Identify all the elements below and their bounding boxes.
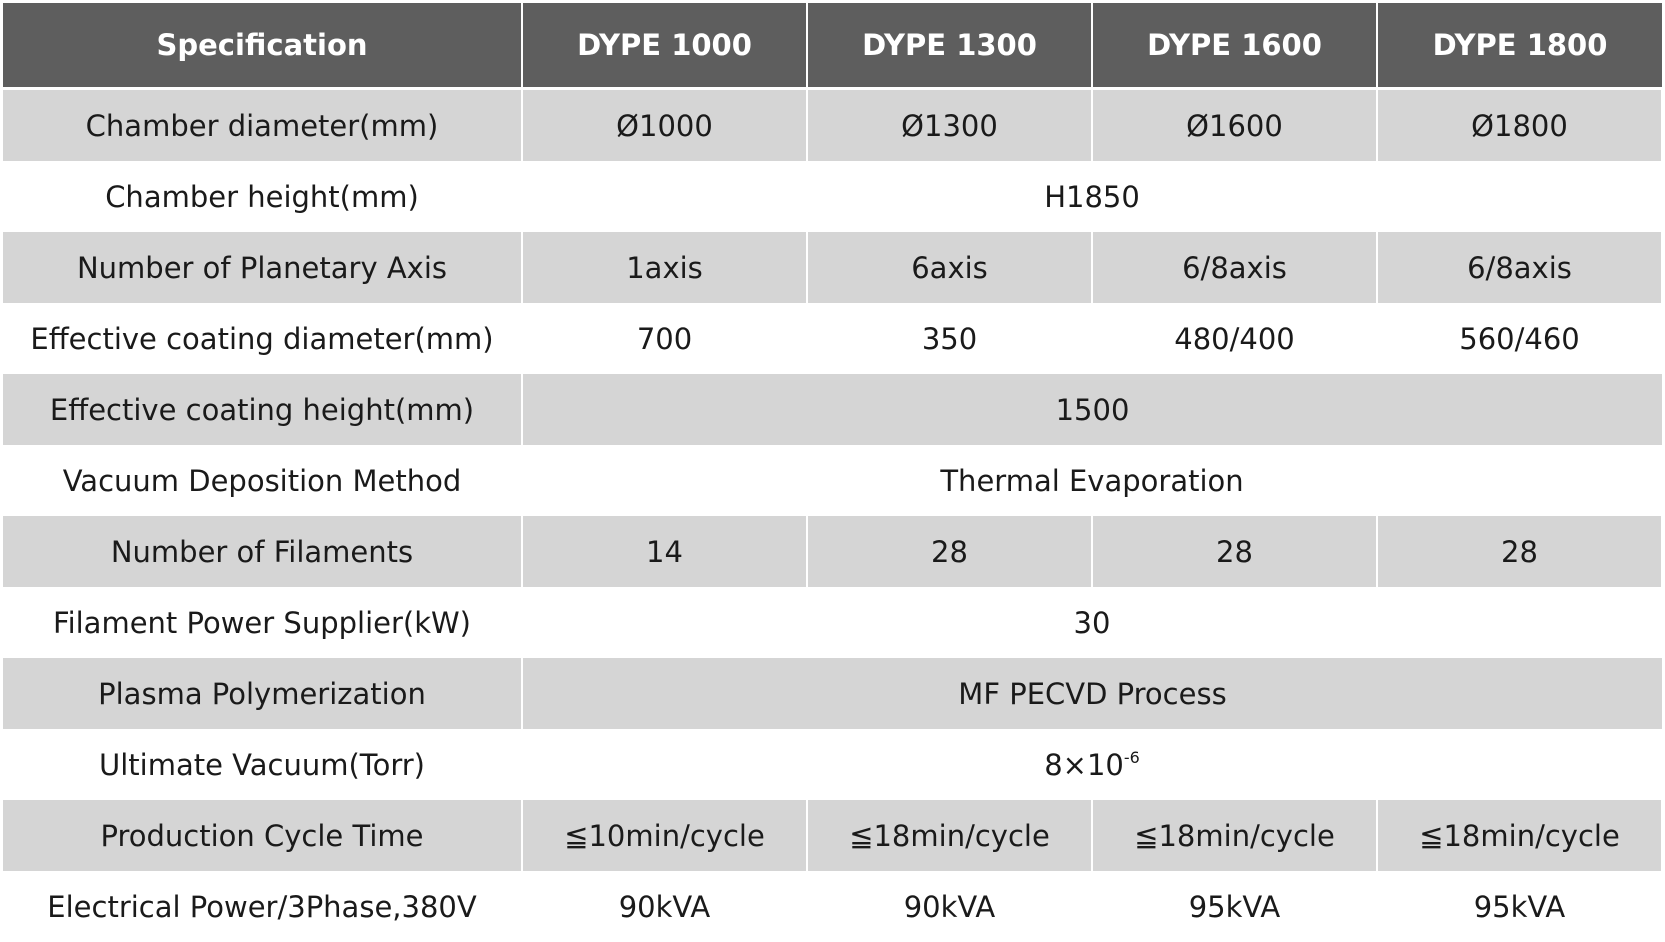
row-label: Number of Planetary Axis	[3, 232, 523, 303]
specification-table: Specification DYPE 1000 DYPE 1300 DYPE 1…	[3, 3, 1663, 942]
cell-shared-value: Thermal Evaporation	[522, 445, 1663, 516]
row-number-of-filaments: Number of Filaments 14 28 28 28	[3, 516, 1663, 587]
cell-dype-1800: ≦18min/cycle	[1377, 800, 1663, 871]
header-dype-1000: DYPE 1000	[522, 3, 808, 90]
row-label: Effective coating height(mm)	[3, 374, 523, 445]
cell-dype-1000: 14	[522, 516, 808, 587]
cell-dype-1000: 1axis	[522, 232, 808, 303]
row-label: Plasma Polymerization	[3, 658, 523, 729]
cell-dype-1600: Ø1600	[1092, 88, 1378, 161]
header-dype-1600: DYPE 1600	[1092, 3, 1378, 90]
row-label: Chamber height(mm)	[3, 161, 523, 232]
row-label: Vacuum Deposition Method	[3, 445, 523, 516]
cell-dype-1600: 6/8axis	[1092, 232, 1378, 303]
cell-dype-1300: 28	[807, 516, 1093, 587]
cell-dype-1300: 90kVA	[807, 871, 1093, 942]
header-row: Specification DYPE 1000 DYPE 1300 DYPE 1…	[3, 3, 1662, 90]
cell-shared-value: MF PECVD Process	[522, 658, 1662, 729]
cell-dype-1800: 95kVA	[1377, 871, 1663, 942]
header-dype-1300: DYPE 1300	[807, 3, 1093, 90]
cell-dype-1800: 6/8axis	[1377, 232, 1663, 303]
row-label: Filament Power Supplier(kW)	[3, 587, 523, 658]
cell-dype-1600: 95kVA	[1092, 871, 1378, 942]
row-filament-power-supplier: Filament Power Supplier(kW) 30	[3, 587, 1663, 658]
cell-dype-1600: 480/400	[1092, 303, 1378, 374]
cell-shared-value: H1850	[522, 161, 1663, 232]
cell-dype-1300: Ø1300	[807, 88, 1093, 161]
row-chamber-diameter: Chamber diameter(mm) Ø1000 Ø1300 Ø1600 Ø…	[3, 88, 1663, 161]
cell-dype-1000: Ø1000	[522, 88, 808, 161]
cell-dype-1600: ≦18min/cycle	[1092, 800, 1378, 871]
row-effective-coating-diameter: Effective coating diameter(mm) 700 350 4…	[3, 303, 1663, 374]
row-electrical-power: Electrical Power/3Phase,380V 90kVA 90kVA…	[3, 871, 1663, 942]
cell-dype-1000: 90kVA	[522, 871, 808, 942]
row-production-cycle-time: Production Cycle Time ≦10min/cycle ≦18mi…	[3, 800, 1663, 871]
cell-dype-1800: 560/460	[1377, 303, 1663, 374]
cell-dype-1300: 350	[807, 303, 1093, 374]
cell-dype-1600: 28	[1092, 516, 1378, 587]
row-vacuum-deposition-method: Vacuum Deposition Method Thermal Evapora…	[3, 445, 1663, 516]
vacuum-exponent: -6	[1123, 747, 1140, 767]
row-label: Effective coating diameter(mm)	[3, 303, 523, 374]
cell-shared-value: 30	[522, 587, 1663, 658]
header-specification: Specification	[3, 3, 523, 90]
row-label: Number of Filaments	[3, 516, 523, 587]
cell-dype-1300: ≦18min/cycle	[807, 800, 1093, 871]
row-chamber-height: Chamber height(mm) H1850	[3, 161, 1663, 232]
cell-dype-1000: ≦10min/cycle	[522, 800, 808, 871]
row-ultimate-vacuum: Ultimate Vacuum(Torr) 8×10-6	[3, 729, 1663, 800]
row-plasma-polymerization: Plasma Polymerization MF PECVD Process	[3, 658, 1662, 729]
cell-dype-1300: 6axis	[807, 232, 1093, 303]
row-planetary-axis: Number of Planetary Axis 1axis 6axis 6/8…	[3, 232, 1663, 303]
row-label: Production Cycle Time	[3, 800, 523, 871]
vacuum-base: 8×10	[1044, 747, 1124, 782]
cell-shared-value: 1500	[522, 374, 1662, 445]
header-dype-1800: DYPE 1800	[1377, 3, 1662, 90]
cell-dype-1000: 700	[522, 303, 808, 374]
row-label: Ultimate Vacuum(Torr)	[3, 729, 523, 800]
cell-dype-1800: Ø1800	[1377, 88, 1663, 161]
cell-shared-value: 8×10-6	[522, 729, 1663, 800]
cell-dype-1800: 28	[1377, 516, 1663, 587]
row-effective-coating-height: Effective coating height(mm) 1500	[3, 374, 1662, 445]
row-label: Chamber diameter(mm)	[3, 88, 523, 161]
row-label: Electrical Power/3Phase,380V	[3, 871, 523, 942]
